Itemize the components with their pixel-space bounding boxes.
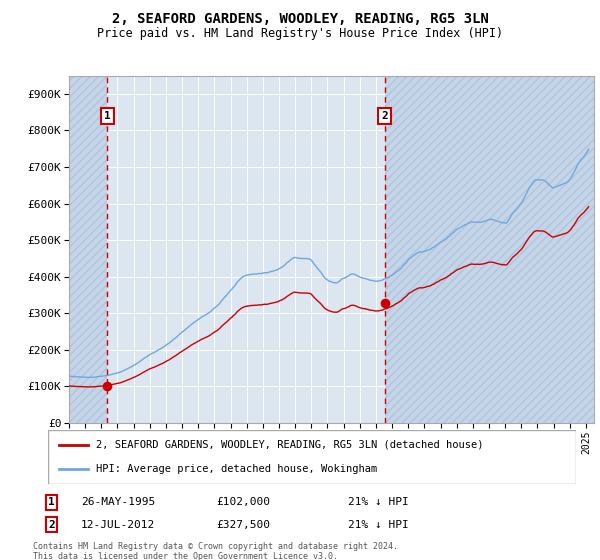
- Text: £327,500: £327,500: [216, 520, 270, 530]
- FancyBboxPatch shape: [48, 430, 576, 484]
- Bar: [69, 76, 107, 423]
- Text: HPI: Average price, detached house, Wokingham: HPI: Average price, detached house, Woki…: [95, 464, 377, 474]
- Text: 2, SEAFORD GARDENS, WOODLEY, READING, RG5 3LN: 2, SEAFORD GARDENS, WOODLEY, READING, RG…: [112, 12, 488, 26]
- Text: 2: 2: [48, 520, 55, 530]
- Text: 2, SEAFORD GARDENS, WOODLEY, READING, RG5 3LN (detached house): 2, SEAFORD GARDENS, WOODLEY, READING, RG…: [95, 440, 483, 450]
- Text: 1: 1: [48, 497, 55, 507]
- Text: 1: 1: [104, 111, 111, 121]
- Text: 12-JUL-2012: 12-JUL-2012: [81, 520, 155, 530]
- Text: 2: 2: [381, 111, 388, 121]
- Text: Contains HM Land Registry data © Crown copyright and database right 2024.
This d: Contains HM Land Registry data © Crown c…: [33, 542, 398, 560]
- Text: £102,000: £102,000: [216, 497, 270, 507]
- Bar: [385, 76, 594, 423]
- Text: 26-MAY-1995: 26-MAY-1995: [81, 497, 155, 507]
- Text: Price paid vs. HM Land Registry's House Price Index (HPI): Price paid vs. HM Land Registry's House …: [97, 27, 503, 40]
- Text: 21% ↓ HPI: 21% ↓ HPI: [348, 520, 409, 530]
- Text: 21% ↓ HPI: 21% ↓ HPI: [348, 497, 409, 507]
